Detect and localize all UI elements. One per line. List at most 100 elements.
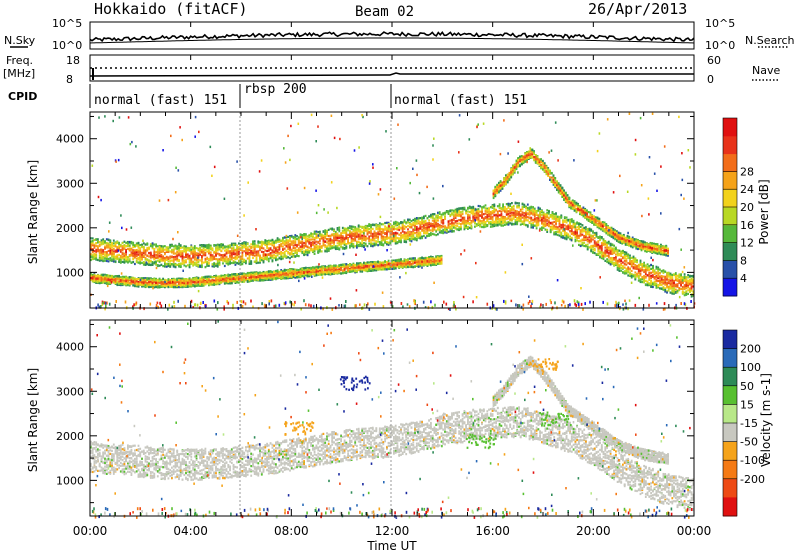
data-point (326, 245, 328, 248)
data-point (562, 226, 564, 229)
data-point (234, 263, 237, 266)
nave-label: Nave (752, 64, 780, 77)
data-point (551, 225, 554, 228)
data-point (199, 265, 201, 268)
data-point (271, 259, 274, 262)
data-point (306, 245, 309, 249)
data-point (111, 249, 113, 252)
data-point (97, 247, 99, 250)
data-point (537, 217, 540, 220)
data-point (555, 221, 557, 224)
data-point (569, 219, 571, 222)
data-point (259, 247, 261, 250)
data-point (334, 238, 337, 241)
data-point (689, 288, 691, 291)
data-point (419, 231, 422, 234)
data-point (442, 225, 445, 228)
data-point (507, 217, 510, 220)
data-point (444, 227, 446, 230)
data-point (452, 213, 455, 216)
cpid-label: CPID (8, 90, 37, 103)
data-point (442, 232, 445, 235)
data-point (354, 232, 357, 235)
data-point (90, 244, 92, 247)
data-point (216, 248, 219, 251)
data-point (98, 274, 101, 278)
data-point (615, 246, 617, 249)
data-point (185, 265, 187, 268)
data-point (662, 275, 665, 278)
data-point (512, 204, 515, 208)
data-point (216, 252, 219, 255)
data-point (570, 218, 573, 221)
data-point (179, 253, 182, 256)
data-point (451, 219, 453, 222)
data-point (479, 219, 482, 222)
data-point (380, 223, 383, 226)
data-point (673, 280, 675, 283)
data-point (586, 229, 589, 232)
data-point (338, 228, 341, 231)
data-point (149, 256, 152, 259)
data-point (236, 256, 238, 259)
data-point (352, 228, 355, 231)
data-point (423, 229, 425, 232)
data-point (149, 251, 152, 254)
data-point (442, 222, 445, 225)
data-point (331, 241, 334, 244)
data-point (461, 213, 464, 216)
data-point (609, 257, 612, 260)
data-point (465, 212, 467, 215)
data-point (141, 258, 143, 261)
data-point (629, 274, 631, 277)
data-point (445, 231, 448, 234)
data-point (146, 258, 149, 261)
data-point (130, 254, 133, 257)
data-point (491, 206, 494, 209)
data-point (690, 295, 693, 298)
data-point (104, 245, 106, 248)
data-point (401, 221, 404, 224)
data-point (246, 246, 249, 249)
freq-label-1: Freq. (6, 54, 33, 67)
data-point (377, 224, 379, 227)
data-point (112, 239, 115, 242)
data-point (250, 251, 253, 254)
data-point (683, 287, 686, 291)
data-point (627, 274, 630, 277)
data-point (282, 252, 284, 255)
data-point (650, 274, 652, 277)
data-point (595, 231, 598, 234)
data-point (285, 241, 288, 244)
data-point (572, 223, 575, 226)
data-point (280, 239, 283, 242)
data-point (230, 250, 233, 253)
data-point (514, 219, 517, 222)
data-point (209, 246, 212, 249)
data-point (618, 260, 621, 263)
data-point (287, 245, 290, 248)
data-point (581, 224, 584, 227)
data-point (541, 219, 543, 222)
data-point (102, 273, 105, 276)
data-point (389, 230, 392, 233)
data-point (467, 207, 469, 210)
data-point (629, 268, 631, 271)
data-point (107, 257, 110, 260)
data-point (97, 238, 99, 241)
data-point (666, 278, 668, 281)
data-point (431, 227, 434, 230)
data-point (162, 256, 164, 259)
data-point (111, 246, 113, 249)
data-point (630, 264, 633, 267)
data-point (90, 274, 92, 277)
data-point (398, 228, 401, 232)
data-point (625, 253, 628, 256)
data-point (623, 252, 626, 255)
data-point (206, 260, 209, 263)
data-point (509, 209, 512, 212)
data-point (549, 226, 552, 230)
data-point (216, 243, 219, 246)
data-point (484, 221, 487, 224)
